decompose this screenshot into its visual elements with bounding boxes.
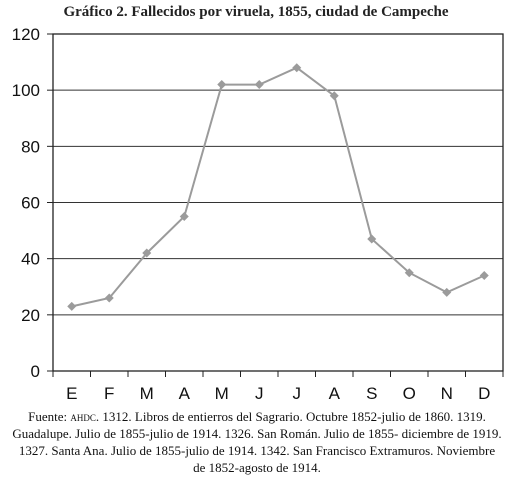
x-tick-label: E [66, 384, 77, 403]
y-axis-ticks: 0 20 40 60 80 100 120 [12, 25, 53, 381]
gridlines [53, 89, 503, 316]
y-tick-label: 80 [21, 137, 40, 156]
data-point [404, 268, 414, 278]
x-tick-label: M [140, 384, 154, 403]
source-archive: ahdc [70, 409, 96, 424]
y-tick-label: 20 [21, 306, 40, 325]
data-point [367, 234, 377, 244]
x-tick-label: N [441, 384, 453, 403]
data-point [292, 63, 302, 73]
data-point [479, 271, 489, 281]
data-point [254, 80, 264, 90]
x-tick-label: A [179, 384, 191, 403]
data-point [142, 248, 152, 258]
data-point [217, 80, 227, 90]
data-point [442, 287, 452, 297]
x-tick-label: O [403, 384, 416, 403]
data-point [179, 212, 189, 222]
y-tick-label: 60 [21, 194, 40, 213]
data-point [104, 293, 114, 303]
y-tick-label: 0 [31, 362, 40, 381]
x-tick-label: J [255, 384, 264, 403]
line-chart: 0 20 40 60 80 100 120 E F M A M J J A S O N D [12, 25, 504, 403]
x-tick-label: M [215, 384, 229, 403]
x-tick-label: F [104, 384, 114, 403]
y-tick-label: 40 [21, 250, 40, 269]
series-markers [67, 63, 489, 311]
x-tick-label: A [329, 384, 341, 403]
data-point [329, 91, 339, 101]
x-tick-label: S [366, 384, 377, 403]
x-tick-label: D [478, 384, 490, 403]
source-prefix: Fuente: [28, 409, 71, 424]
source-note: Fuente: ahdc. 1312. Libros de entierros … [12, 408, 502, 476]
plot-frame [52, 33, 504, 372]
x-tick-label: J [293, 384, 302, 403]
chart-title: Gráfico 2. Fallecidos por viruela, 1855,… [63, 4, 449, 20]
source-text: . 1312. Libros de entierros del Sagrario… [12, 409, 502, 475]
data-point [67, 301, 77, 311]
y-tick-label: 120 [12, 25, 40, 44]
series-line [71, 66, 485, 308]
y-tick-label: 100 [12, 81, 40, 100]
